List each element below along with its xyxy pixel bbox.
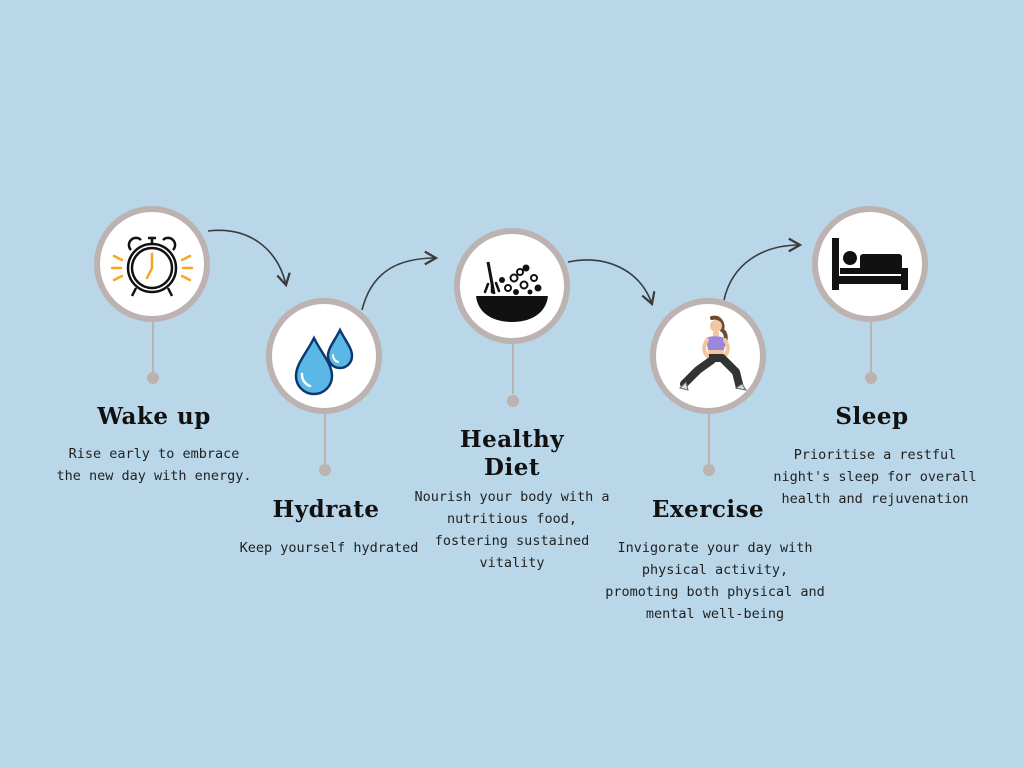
arrow-diet-to-exercise	[567, 259, 656, 307]
sleep-title: Sleep	[835, 403, 909, 430]
healthy-diet-stem	[512, 344, 514, 394]
exercise-title: Exercise	[651, 496, 765, 523]
bed-sleep-icon	[832, 238, 908, 290]
hydrate-description: Keep yourself hydrated	[239, 540, 419, 556]
hydrate-title: Hydrate	[272, 496, 380, 523]
food-bowl-icon	[476, 261, 548, 322]
hydrate-dot	[319, 464, 331, 476]
sleep-description: Prioritise a restful night's sleep for o…	[773, 447, 977, 507]
sleep-circle	[812, 206, 928, 322]
arrow-wakeup-to-hydrate	[207, 229, 291, 288]
healthy-diet-description: Nourish your body with a nutritious food…	[414, 489, 610, 571]
wake-up-description: Rise early to embrace the new day with e…	[56, 446, 252, 484]
wake-up-circle	[94, 206, 210, 322]
arrow-exercise-to-sleep	[723, 237, 803, 301]
arrow-hydrate-to-diet	[361, 250, 439, 311]
exercise-woman-icon	[679, 315, 748, 391]
hydrate-stem	[324, 414, 326, 464]
sleep-dot	[865, 372, 877, 384]
healthy-diet-dot	[507, 395, 519, 407]
exercise-stem	[708, 414, 710, 464]
exercise-dot	[703, 464, 715, 476]
healthy-diet-circle	[454, 228, 570, 344]
alarm-clock-icon	[110, 236, 194, 297]
wake-up-title: Wake up	[97, 403, 211, 430]
exercise-circle	[650, 298, 766, 414]
sleep-stem	[870, 322, 872, 372]
exercise-description: Invigorate your day with physical activi…	[605, 540, 825, 622]
water-drops-icon	[294, 327, 354, 396]
wake-up-dot	[147, 372, 159, 384]
hydrate-circle	[266, 298, 382, 414]
healthy-diet-title: Healthy Diet	[459, 426, 565, 481]
wake-up-stem	[152, 322, 154, 372]
